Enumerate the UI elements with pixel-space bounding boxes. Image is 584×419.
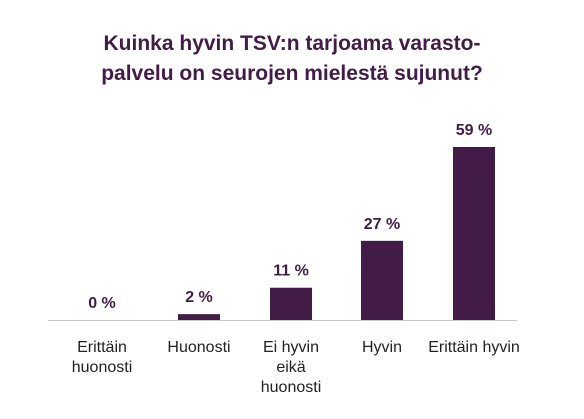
bar-4 (361, 240, 403, 320)
data-label-2: 2 % (185, 289, 213, 306)
data-label-5: 59 % (456, 122, 492, 139)
chart-title-line-2: palvelu on seurojen mielestä sujunut? (101, 62, 483, 85)
chart-title-line-1: Kuinka hyvin TSV:n tarjoama varasto- (104, 32, 481, 55)
category-label-1: Erittäin huonosti (72, 339, 133, 376)
category-label-4: Hyvin (362, 339, 402, 356)
data-label-1: 0 % (88, 295, 116, 312)
bar-2 (178, 314, 220, 320)
category-label-3: Ei hyvin eikä huonosti (261, 339, 322, 396)
category-labels: Erittäin huonosti Huonosti Ei hyvin eikä huon… (72, 339, 520, 396)
category-label-line: Hyvin (362, 339, 402, 356)
category-label-line: huonosti (261, 379, 322, 396)
bar-5 (453, 147, 495, 320)
category-label-line: huonosti (72, 359, 133, 376)
data-label-4: 27 % (364, 216, 400, 233)
data-label-3: 11 % (273, 263, 309, 280)
category-label-2: Huonosti (167, 339, 230, 356)
category-label-line: Erittäin hyvin (428, 339, 520, 356)
data-labels: 0 % 2 % 11 % 27 % 59 % (88, 122, 492, 312)
category-label-line: Huonosti (167, 339, 230, 356)
category-label-5: Erittäin hyvin (428, 339, 520, 356)
category-label-line: Ei hyvin (263, 339, 319, 356)
category-label-line: eikä (276, 359, 305, 376)
bar-3 (270, 287, 312, 320)
bars (178, 147, 495, 320)
chart-title: Kuinka hyvin TSV:n tarjoama varasto-palv… (101, 32, 483, 85)
category-label-line: Erittäin (77, 339, 127, 356)
